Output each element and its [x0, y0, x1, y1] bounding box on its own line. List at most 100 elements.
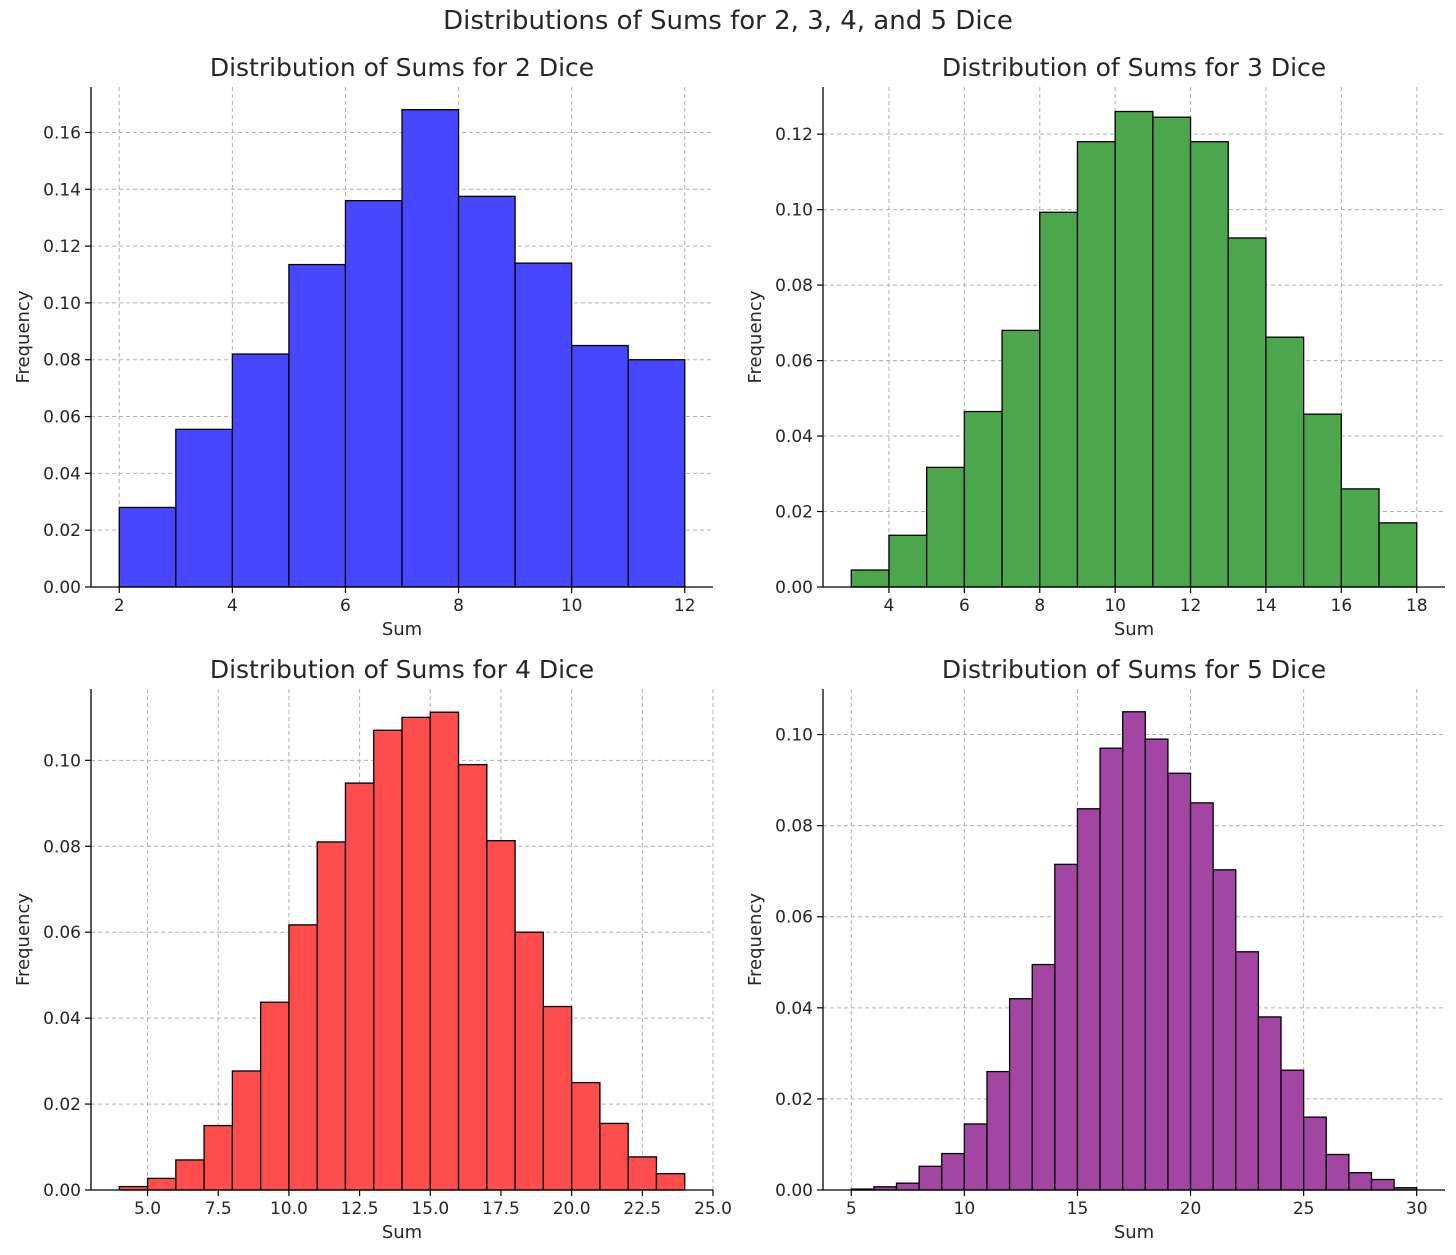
- histogram-bar: [986, 1070, 1011, 1191]
- histogram-bar: [1054, 863, 1079, 1191]
- histogram-bar: [401, 716, 431, 1191]
- chart-title: Distribution of Sums for 3 Dice: [942, 53, 1326, 82]
- x-tick-label: 15.0: [411, 1199, 449, 1219]
- histogram-bar: [1280, 1069, 1305, 1191]
- y-tick-label: 0.04: [43, 1009, 81, 1029]
- y-tick-label: 0.00: [43, 1181, 81, 1201]
- x-tick-label: 6: [959, 596, 970, 616]
- histogram-bar: [288, 263, 347, 588]
- y-tick-label: 0.08: [775, 276, 813, 296]
- histogram-bar: [1144, 738, 1169, 1191]
- y-tick-label: 0.08: [43, 351, 81, 371]
- histogram-bar: [259, 1001, 290, 1191]
- y-tick-label: 0.04: [43, 464, 81, 484]
- x-tick-label: 10: [561, 596, 583, 616]
- histogram-bar: [344, 782, 375, 1191]
- y-tick-label: 0.12: [43, 237, 81, 257]
- x-tick-label: 4: [227, 596, 238, 616]
- x-tick-label: 8: [453, 596, 464, 616]
- y-tick-label: 0.04: [775, 427, 813, 447]
- x-axis-label: Sum: [382, 619, 422, 640]
- y-tick-label: 0.08: [775, 817, 813, 837]
- x-tick-label: 17.5: [482, 1199, 520, 1219]
- histogram-bar: [1302, 413, 1342, 588]
- x-tick-label: 8: [1034, 596, 1045, 616]
- y-tick-label: 0.06: [43, 923, 81, 943]
- histogram-bar: [627, 359, 686, 588]
- y-axis-label: Frequency: [745, 290, 766, 383]
- histogram-bar: [1189, 802, 1214, 1191]
- histogram-bar: [963, 1123, 988, 1191]
- x-tick-label: 22.5: [623, 1199, 661, 1219]
- y-tick-label: 0.02: [775, 503, 813, 523]
- x-tick-label: 15: [1067, 1199, 1089, 1219]
- histogram-bar: [231, 1070, 262, 1191]
- x-tick-label: 10: [954, 1199, 976, 1219]
- x-tick-label: 4: [884, 596, 895, 616]
- y-tick-label: 0.02: [43, 521, 81, 541]
- x-tick-label: 14: [1255, 596, 1277, 616]
- y-tick-label: 0.06: [43, 408, 81, 428]
- histogram-bar: [1076, 808, 1101, 1191]
- histogram-bar: [918, 1165, 943, 1191]
- x-tick-label: 6: [340, 596, 351, 616]
- x-tick-label: 20.0: [553, 1199, 591, 1219]
- y-tick-label: 0.14: [43, 180, 81, 200]
- histogram-bar: [1265, 336, 1305, 588]
- x-tick-label: 12.5: [341, 1199, 379, 1219]
- y-tick-label: 0.06: [775, 352, 813, 372]
- histogram-bar: [401, 109, 460, 588]
- y-axis-label: Frequency: [13, 893, 34, 986]
- y-tick-label: 0.06: [775, 908, 813, 928]
- histogram-bar: [1235, 951, 1260, 1191]
- y-axis-label: Frequency: [745, 893, 766, 986]
- y-tick-label: 0.02: [775, 1090, 813, 1110]
- histogram-bar: [514, 931, 545, 1191]
- x-axis-label: Sum: [382, 1222, 422, 1243]
- histogram-bar: [570, 344, 629, 588]
- x-tick-label: 5: [846, 1199, 857, 1219]
- x-tick-label: 10: [1104, 596, 1126, 616]
- histogram-bar: [895, 1182, 920, 1191]
- x-axis-label: Sum: [1114, 1222, 1154, 1243]
- histogram-bar: [429, 711, 460, 1191]
- x-tick-label: 12: [674, 596, 696, 616]
- histogram-bar: [1076, 141, 1116, 588]
- y-tick-label: 0.10: [775, 726, 813, 746]
- histogram-bar: [1031, 963, 1056, 1191]
- x-tick-label: 2: [114, 596, 125, 616]
- x-axis-label: Sum: [1114, 619, 1154, 640]
- figure-suptitle: Distributions of Sums for 2, 3, 4, and 5…: [443, 6, 1013, 36]
- y-tick-label: 0.16: [43, 123, 81, 143]
- x-tick-label: 12: [1180, 596, 1202, 616]
- histogram-bar: [1227, 237, 1267, 588]
- histogram-bar: [1325, 1153, 1350, 1191]
- histogram-bar: [1008, 998, 1033, 1191]
- chart-title: Distribution of Sums for 4 Dice: [210, 655, 594, 684]
- histogram-bar: [1370, 1178, 1395, 1191]
- y-axis-label: Frequency: [13, 290, 34, 383]
- histogram-bar: [1099, 747, 1124, 1191]
- x-tick-label: 30: [1406, 1199, 1428, 1219]
- x-tick-label: 25.0: [694, 1199, 732, 1219]
- y-tick-label: 0.12: [775, 125, 813, 145]
- histogram-bar: [1122, 711, 1146, 1191]
- x-tick-label: 5.0: [134, 1199, 161, 1219]
- histogram-bar: [627, 1156, 658, 1191]
- chart-title: Distribution of Sums for 5 Dice: [942, 655, 1326, 684]
- histogram-bar: [344, 199, 403, 588]
- histogram-bar: [486, 840, 516, 1191]
- x-tick-label: 16: [1331, 596, 1353, 616]
- y-tick-label: 0.00: [775, 1181, 813, 1201]
- chart-title: Distribution of Sums for 2 Dice: [210, 53, 594, 82]
- y-tick-label: 0.10: [43, 751, 81, 771]
- y-tick-label: 0.00: [43, 578, 81, 598]
- histogram-bar: [926, 466, 966, 588]
- y-tick-label: 0.04: [775, 999, 813, 1019]
- histogram-bar: [1348, 1172, 1373, 1191]
- histogram-bar: [175, 428, 234, 588]
